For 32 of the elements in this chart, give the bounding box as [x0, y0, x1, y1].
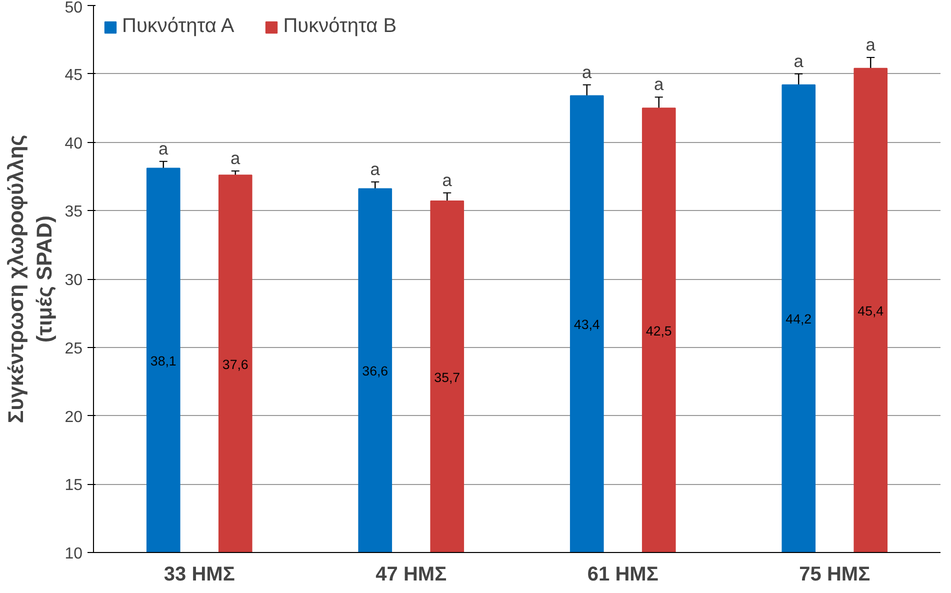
y-tick-label: 30 [64, 272, 83, 289]
annotation: a [794, 50, 804, 71]
y-tick-label: 50 [64, 0, 83, 16]
y-tick-label: 35 [64, 204, 83, 221]
data-label: 36,6 [362, 364, 388, 379]
x-tick-label: 33 ΗΜΣ [164, 564, 235, 586]
annotation: a [866, 34, 876, 54]
annotation: a [442, 170, 452, 190]
annotation: a [582, 62, 592, 82]
y-tick-label: 45 [64, 66, 83, 84]
y-axis-title: Συγκέντρωση χλωροφύλλης (τιμές SPAD) [4, 134, 57, 424]
y-tick-label: 20 [64, 408, 83, 426]
annotation: a [654, 74, 664, 94]
data-label: 35,7 [434, 370, 460, 385]
data-label: 37,6 [222, 356, 248, 372]
y-tick-label: 15 [64, 477, 83, 494]
annotation: a [230, 148, 241, 168]
x-tick-label: 75 ΗΜΣ [799, 564, 870, 586]
data-label: 42,5 [646, 323, 672, 338]
legend-label: Πυκνότητα Α [122, 15, 234, 38]
data-label: 43,4 [574, 317, 600, 332]
annotation: a [370, 158, 380, 179]
y-tick-label: 10 [64, 546, 83, 562]
data-label: 44,2 [786, 312, 812, 327]
annotation: a [158, 138, 169, 158]
data-label: 45,4 [858, 303, 884, 318]
data-label: 38,1 [150, 353, 176, 368]
x-tick-label: 61 ΗΜΣ [587, 564, 658, 586]
y-tick-label: 25 [64, 340, 83, 358]
y-tick-label: 40 [64, 135, 83, 152]
legend-label: Πυκνότητα Β [283, 15, 397, 38]
x-tick-label: 47 ΗΜΣ [376, 564, 447, 586]
